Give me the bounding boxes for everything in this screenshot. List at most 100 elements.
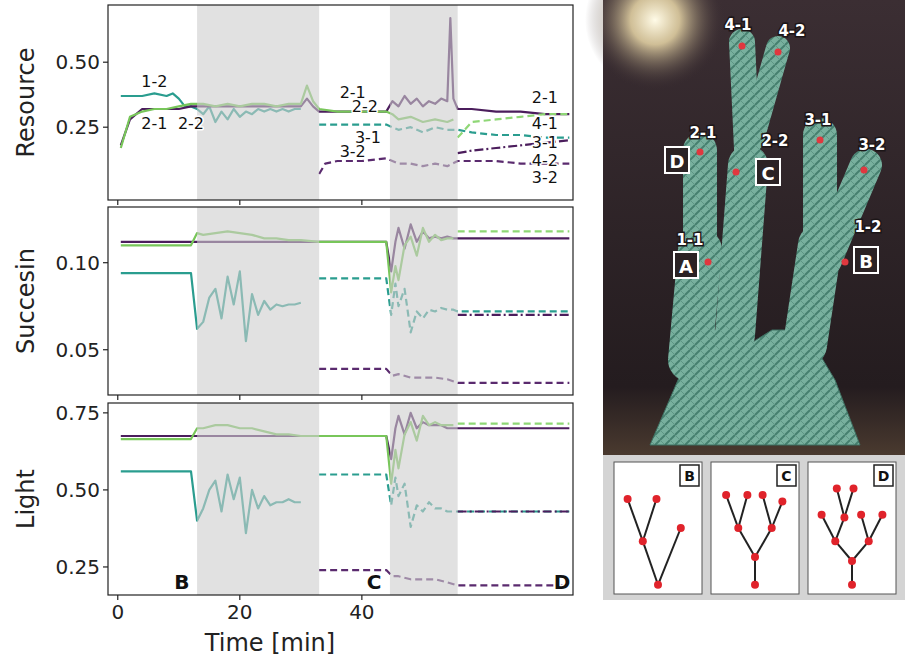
annotation: 2-1 [532,88,558,107]
y-tick-label: 0.50 [55,478,100,502]
y-tick [103,62,108,63]
branch-label: 3-1 [804,111,831,129]
tree-edge [763,495,772,528]
series-line [458,230,570,232]
annotation: 2-1 [141,114,167,133]
annotation: 3-2 [532,168,558,187]
annotation: D [554,570,571,594]
tree-node [768,524,776,532]
tree-edge [772,502,783,528]
boxed-label: B [859,251,873,272]
plot-background [108,5,573,200]
boxed-label: D [670,151,685,172]
shaded-range [197,5,319,200]
plot-background [108,403,573,595]
diagram-strip [603,455,905,600]
series-line [458,510,570,512]
branch [826,165,866,260]
x-tick [239,200,240,205]
tree-node [865,537,873,545]
label-box [756,159,780,185]
tree-node [778,498,786,506]
branch-label: 2-1 [689,124,716,142]
tree-edge [658,528,681,585]
y-tick-label: 0.50 [55,50,100,74]
diagram-letter: C [781,468,791,484]
tree-edge [643,499,657,541]
series-line [121,224,570,271]
tree-edge [738,528,755,557]
tree-node [848,581,856,589]
tree-edge [628,499,643,541]
figure: 0.250.50Resource1-22-12-22-12-23-13-22-1… [0,0,905,665]
tree-edge [837,488,845,517]
led [817,137,824,144]
annotation: 3-1 [532,133,558,152]
annotation: C [367,570,382,594]
lamp-glow [585,0,725,90]
plot-frame [108,207,573,395]
tree-edge [844,488,853,517]
led [861,167,868,174]
y-axis-title: Light [12,469,40,529]
tree-edge [822,515,836,541]
led [842,259,849,266]
y-tick-label: 0.25 [55,115,100,139]
branch-label: 1-2 [854,218,881,236]
branch-label: 2-2 [761,132,788,150]
tree-node [848,557,856,565]
tree-node [624,495,632,503]
y-tick-label: 0.25 [55,555,100,579]
boxed-label: A [679,256,693,277]
shaded-range [390,403,458,595]
plot-background [108,207,573,395]
annotation: 2-2 [178,114,204,133]
diagram-letter-box [777,465,796,486]
y-tick-label: 0.75 [55,401,100,425]
y-axis-title: Succesin [12,248,40,354]
tree-node [722,491,730,499]
tree-node [652,495,660,503]
x-tick-label: 20 [227,600,252,624]
tree-edge [738,495,747,528]
diagram-box [614,462,702,594]
label-box [854,247,878,273]
branch-label: 1-1 [676,231,703,249]
y-tick [103,489,108,490]
branch-label: 4-1 [724,16,751,34]
tree-edge [726,495,738,528]
diagram-box [711,462,799,594]
annotation: B [174,570,189,594]
shaded-range [390,207,458,395]
tree-node [743,491,751,499]
annotation: 1-2 [141,72,167,91]
shaded-range [390,5,458,200]
y-tick [103,127,108,128]
label-box [665,147,689,173]
led [739,43,746,50]
y-tick [103,349,108,350]
x-tick-label: 40 [349,600,374,624]
tree-node [654,581,662,589]
diagram-box [808,462,896,594]
shaded-range [197,403,319,595]
tree-node [677,524,685,532]
shaded-range [197,207,319,395]
x-tick [361,200,362,205]
tree-node [840,513,848,521]
tree-edge [643,541,658,585]
plot-frame [108,403,573,595]
tree-node [751,553,759,561]
plot-area [121,207,570,395]
tree-node [850,484,858,492]
branch-label: 4-2 [778,22,805,40]
series-line [458,314,570,316]
diagram-letter: D [878,468,890,484]
y-tick-label: 0.10 [55,251,100,275]
diagram-letter: B [684,468,695,484]
tree-node [751,581,759,589]
tree-node [734,524,742,532]
diagram-letter-box [680,465,699,486]
tree-node [831,537,839,545]
plot-area [121,5,570,200]
